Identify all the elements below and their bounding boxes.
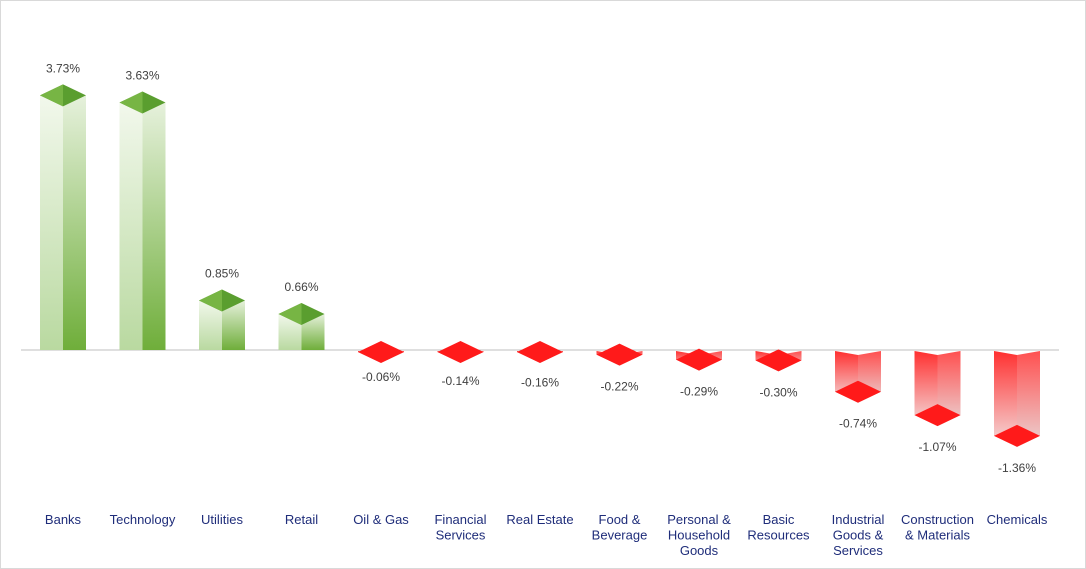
value-label-4: 0.66% <box>284 280 318 294</box>
bar-bottom-cap <box>914 404 961 427</box>
value-label-8: -0.22% <box>600 380 638 394</box>
bar-left-face <box>199 300 222 350</box>
value-label-12: -1.07% <box>918 440 956 454</box>
category-label-10: Basic Resources <box>747 512 810 543</box>
bar-bottom-cap <box>994 424 1040 447</box>
value-labels-layer: 3.73% 3.63% 0.85% 0.66% -0.06% -0.14% -0.16% -0… <box>46 61 1036 474</box>
value-label-9: -0.29% <box>680 385 718 399</box>
bar-bottom-cap <box>596 343 643 366</box>
value-label-5: -0.06% <box>362 370 400 384</box>
category-label-4: Retail <box>285 512 318 527</box>
value-label-6: -0.14% <box>441 374 479 388</box>
bar-11 <box>835 351 881 403</box>
bar-9 <box>676 348 722 371</box>
category-label-1: Banks <box>45 512 82 527</box>
value-label-10: -0.30% <box>759 385 797 399</box>
value-label-13: -1.36% <box>998 461 1036 475</box>
bar-bottom-cap <box>437 341 484 363</box>
bar-12 <box>914 351 961 427</box>
bars-layer <box>40 84 1040 447</box>
bar-right-face <box>301 314 325 350</box>
category-label-6: Financial Services <box>434 512 486 543</box>
bar-left-face <box>994 351 1017 447</box>
value-label-1: 3.73% <box>46 61 80 75</box>
value-label-11: -0.74% <box>839 417 877 431</box>
category-labels-layer: Banks Technology Utilities Retail Oil & Gas F… <box>45 512 1048 558</box>
bar-8 <box>596 343 643 366</box>
bar-bottom-cap <box>835 380 881 403</box>
bar-left-face <box>278 314 302 350</box>
bar-10 <box>755 349 802 372</box>
category-label-12: Construction & Materials <box>901 512 974 543</box>
bar-left-face <box>119 102 143 350</box>
bar-bottom-cap <box>755 349 802 372</box>
bar-bottom-cap <box>517 341 563 363</box>
bar-3 <box>199 289 245 350</box>
bar-right-face <box>142 102 166 350</box>
category-label-9: Personal & Household Goods <box>667 512 731 558</box>
bar-6 <box>437 341 484 363</box>
bar-13 <box>994 351 1040 447</box>
category-label-2: Technology <box>110 512 176 527</box>
bar-top-cap-highlight <box>119 91 143 114</box>
bar-right-face <box>222 300 245 350</box>
bar-right-face <box>63 95 86 350</box>
category-label-3: Utilities <box>201 512 243 527</box>
value-label-3: 0.85% <box>205 266 239 280</box>
bar-5 <box>358 341 404 363</box>
category-label-11: Industrial Goods & Services <box>832 512 885 558</box>
bar-7 <box>517 341 563 363</box>
value-label-2: 3.63% <box>125 69 159 83</box>
bar-bottom-cap <box>358 341 404 363</box>
bar-top-cap-highlight <box>278 303 302 326</box>
category-label-8: Food & Beverage <box>592 512 648 543</box>
category-label-13: Chemicals <box>987 512 1048 527</box>
bar-right-face <box>1017 351 1040 447</box>
bar-1 <box>40 84 86 350</box>
bar-top-cap-highlight <box>40 84 63 107</box>
bar-left-face <box>40 95 63 350</box>
bar-top-cap-highlight <box>199 289 222 312</box>
category-label-5: Oil & Gas <box>353 512 409 527</box>
bar-4 <box>278 303 325 350</box>
category-label-7: Real Estate <box>506 512 573 527</box>
bar-bottom-cap <box>676 348 722 371</box>
value-label-7: -0.16% <box>521 375 559 389</box>
bar-2 <box>119 91 166 350</box>
